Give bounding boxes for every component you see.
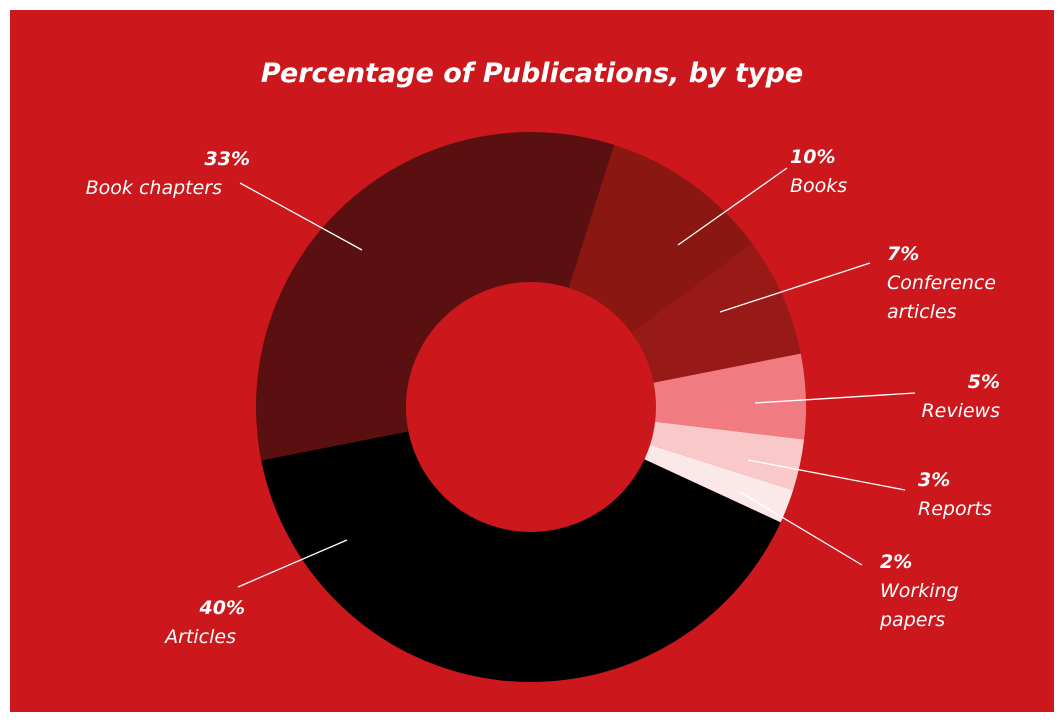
value-label: 33% xyxy=(204,148,250,170)
category-label: Books xyxy=(790,175,848,197)
leader-line xyxy=(719,262,871,313)
donut-slice xyxy=(631,243,801,383)
slice-label: 5% Reviews xyxy=(880,368,1000,426)
value-label: 7% xyxy=(887,243,920,265)
value-label: 40% xyxy=(199,597,245,619)
leader-line xyxy=(239,182,363,251)
category-label: Reports xyxy=(918,498,992,520)
value-label: 3% xyxy=(918,469,951,491)
donut-slice xyxy=(653,353,806,440)
leader-line xyxy=(237,539,348,588)
category-label: Reviews xyxy=(921,400,1000,422)
slice-label: 7% Conference articles xyxy=(887,240,1027,327)
category-label: Book chapters xyxy=(85,177,222,199)
value-label: 5% xyxy=(967,371,1000,393)
donut-slice xyxy=(650,421,805,491)
donut-slice xyxy=(568,144,753,333)
category-label: Conference articles xyxy=(887,272,996,323)
chart-title: Percentage of Publications, by type xyxy=(260,58,804,89)
donut-slice xyxy=(261,431,781,682)
leader-line xyxy=(739,491,863,566)
value-label: 10% xyxy=(790,146,836,168)
category-label: Working papers xyxy=(880,580,959,631)
value-label: 2% xyxy=(880,551,913,573)
slice-label: 10% Books xyxy=(790,143,910,201)
slice-label: 2% Working papers xyxy=(880,548,990,635)
donut-slice xyxy=(256,131,615,461)
donut-slice xyxy=(644,444,794,523)
leader-line xyxy=(747,459,906,491)
slice-label: 33% Book chapters xyxy=(40,145,250,203)
category-label: Articles xyxy=(165,626,236,648)
slice-label: 40% Articles xyxy=(100,594,245,652)
slice-label: 3% Reports xyxy=(918,466,1038,524)
leader-line xyxy=(677,167,788,246)
leader-line xyxy=(754,392,916,404)
